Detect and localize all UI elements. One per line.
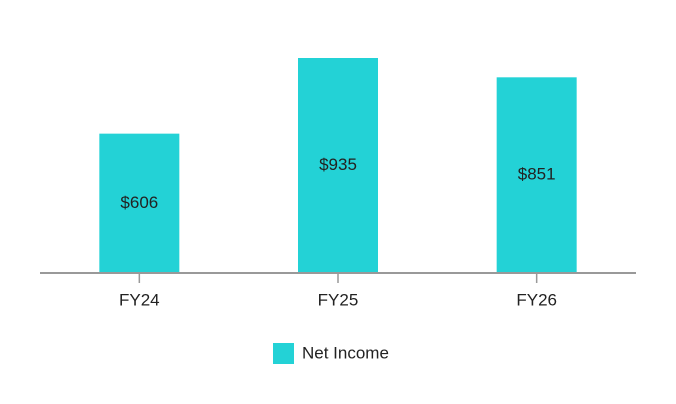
data-label: $851: [518, 165, 556, 184]
legend-swatch: [273, 343, 294, 364]
legend-label: Net Income: [302, 343, 389, 362]
x-tick-label: FY26: [516, 290, 557, 309]
data-label: $606: [120, 193, 158, 212]
data-label: $935: [319, 155, 357, 174]
x-tick-label: FY24: [119, 290, 160, 309]
bar: [298, 58, 378, 273]
x-tick-label: FY25: [318, 290, 359, 309]
bar: [496, 77, 577, 273]
bar: [99, 133, 180, 273]
